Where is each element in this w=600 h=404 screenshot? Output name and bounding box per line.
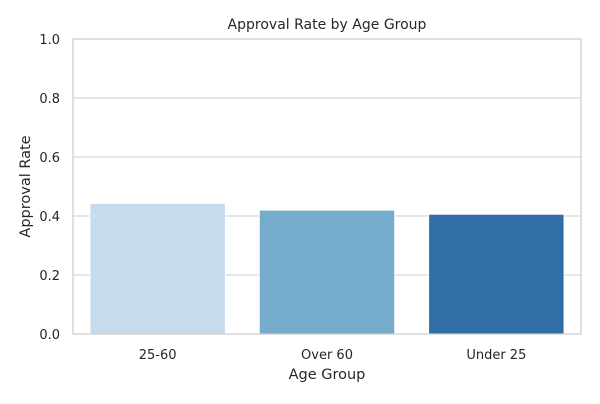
y-tick-label: 0.6: [39, 151, 60, 166]
y-axis-label: Approval Rate: [18, 135, 34, 237]
bar-25-60: [89, 202, 226, 335]
y-tick-labels: 0.0 0.2 0.4 0.6 0.8 1.0: [39, 33, 60, 343]
plot-frame: [72, 38, 582, 335]
y-tick-label: 0.8: [39, 92, 60, 107]
x-tick-label: Over 60: [301, 348, 353, 363]
bars: [89, 202, 565, 335]
x-axis-label: Age Group: [289, 367, 366, 383]
x-tick-label: 25-60: [139, 348, 177, 363]
y-tick-label: 1.0: [39, 33, 60, 48]
y-tick-label: 0.4: [39, 210, 60, 225]
bar-over-60: [258, 209, 396, 335]
bar-under-25: [428, 213, 565, 335]
chart-title: Approval Rate by Age Group: [228, 17, 427, 33]
y-tick-label: 0.2: [39, 269, 60, 284]
y-tick-label: 0.0: [39, 328, 60, 343]
x-tick-label: Under 25: [466, 348, 526, 363]
x-tick-labels: 25-60 Over 60 Under 25: [139, 348, 527, 363]
